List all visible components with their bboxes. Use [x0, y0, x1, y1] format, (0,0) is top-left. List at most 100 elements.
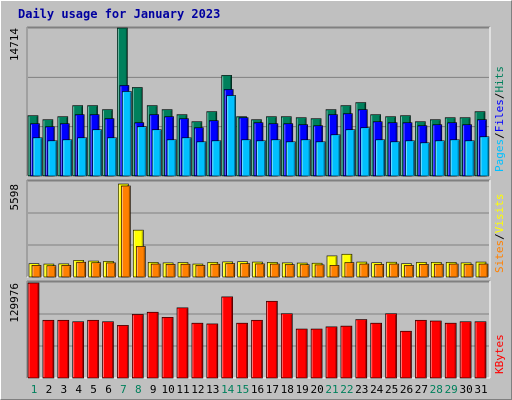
kbytes-bar — [325, 326, 338, 379]
day-label: 29 — [445, 383, 458, 396]
kbytes-bar — [370, 322, 383, 379]
legend-separator: / — [493, 132, 506, 139]
day-label: 22 — [340, 383, 353, 396]
pages-bar — [315, 141, 326, 177]
sites-bar — [284, 264, 295, 278]
kbytes-bar — [102, 321, 114, 379]
pages-bar — [47, 140, 58, 177]
pages-bar — [360, 127, 371, 177]
sites-bar — [314, 264, 325, 278]
sites-bar — [46, 265, 57, 278]
pages-bar — [375, 139, 386, 177]
kbytes-bar — [429, 320, 442, 379]
kbytes-bar — [87, 319, 99, 379]
kbytes-bar — [117, 325, 129, 379]
pages-bar — [137, 126, 147, 177]
sites-bar — [165, 264, 176, 278]
kbytes-bar — [72, 321, 84, 379]
legend-entry-hits: Hits — [493, 66, 506, 93]
kbytes-bar — [236, 322, 248, 379]
plot-area — [27, 180, 490, 277]
sites-bar — [240, 263, 250, 278]
kbytes-bar — [132, 314, 144, 379]
kbytes-bar — [280, 313, 293, 379]
legend: KBytes — [493, 334, 506, 374]
legend-entry-visits: Visits — [493, 194, 506, 234]
sites-bar — [255, 263, 265, 278]
day-label: 27 — [415, 383, 428, 396]
legend: Sites/Visits — [493, 194, 506, 274]
legend-separator: / — [493, 93, 506, 100]
sites-bar — [210, 263, 221, 278]
pages-bar — [256, 140, 266, 177]
sites-bar — [374, 264, 385, 278]
pages-bar — [434, 140, 445, 177]
day-label: 2 — [46, 383, 53, 396]
pages-bar — [330, 134, 341, 177]
pages-bar — [196, 141, 207, 177]
day-label: 30 — [459, 383, 472, 396]
sites-bar — [389, 263, 399, 278]
sites-bar — [359, 263, 370, 278]
day-label: 1 — [31, 383, 38, 396]
sites-bar — [180, 263, 191, 278]
sites-bar — [329, 265, 340, 278]
day-label: 25 — [385, 383, 398, 396]
day-label: 28 — [430, 383, 443, 396]
pages-bar — [300, 139, 311, 177]
day-label: 21 — [325, 383, 338, 396]
day-label: 10 — [161, 383, 174, 396]
day-label: 31 — [474, 383, 487, 396]
sites-bar — [225, 263, 235, 278]
kbytes-bar — [385, 313, 397, 379]
pages-bar — [226, 95, 236, 177]
sites-bar — [106, 262, 116, 278]
legend: Pages/Files/Hits — [493, 66, 506, 172]
sites-bar — [344, 262, 355, 278]
pages-bar — [122, 91, 132, 177]
day-label: 16 — [251, 383, 264, 396]
legend-separator: / — [493, 233, 506, 240]
pages-bar — [405, 140, 415, 177]
day-label: 11 — [176, 383, 189, 396]
pages-bar — [181, 137, 192, 177]
day-label: 8 — [135, 383, 142, 396]
sites-bar — [121, 185, 131, 278]
kbytes-bar — [206, 323, 219, 379]
pages-bar — [77, 137, 87, 177]
sites-bar — [136, 246, 146, 278]
legend-entry-pages: Pages — [493, 139, 506, 172]
kbytes-bar — [57, 319, 70, 379]
day-label: 3 — [60, 383, 67, 396]
kbytes-bar — [444, 322, 457, 379]
pages-bar — [390, 141, 400, 177]
kbytes-bar — [221, 296, 233, 379]
kbytes-bar — [295, 328, 308, 379]
day-label: 4 — [75, 383, 82, 396]
pages-bar — [107, 137, 117, 177]
kbytes-bar — [340, 325, 353, 379]
day-label: 12 — [191, 383, 204, 396]
day-label: 15 — [236, 383, 249, 396]
pages-bar — [92, 129, 102, 177]
kbytes-bar — [474, 321, 487, 379]
y-axis-max-label: 5598 — [8, 184, 21, 211]
sites-bar — [76, 261, 86, 278]
kbytes-bar — [310, 328, 323, 379]
day-label: 5 — [90, 383, 97, 396]
kbytes-bar — [191, 322, 204, 379]
kbytes-bar — [161, 317, 174, 379]
kbytes-bar — [251, 319, 263, 379]
pages-bar — [271, 139, 281, 177]
day-label: 14 — [221, 383, 235, 396]
day-label: 7 — [120, 383, 127, 396]
pages-bar — [285, 141, 296, 177]
sites-bar — [31, 265, 42, 278]
pages-bar — [32, 137, 43, 177]
day-label: 9 — [150, 383, 157, 396]
pages-bar — [345, 129, 356, 177]
pages-bar — [420, 142, 430, 177]
kbytes-bar — [146, 311, 159, 379]
sites-bar — [419, 264, 429, 278]
